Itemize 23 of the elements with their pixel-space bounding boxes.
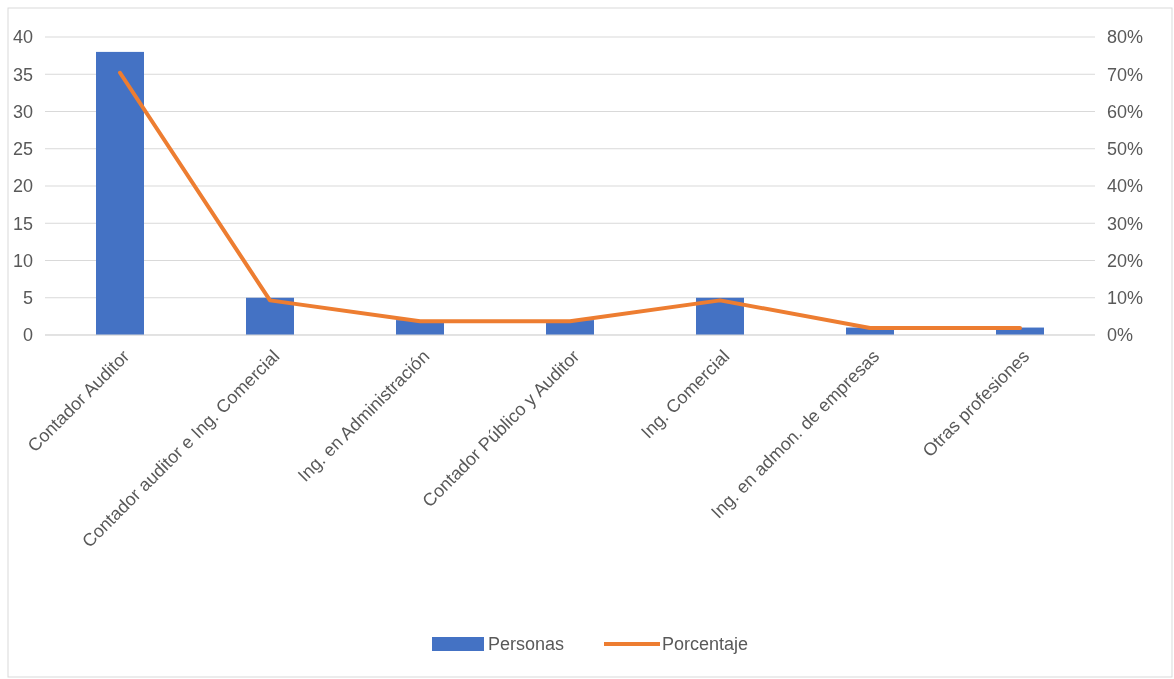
y-tick-label: 35 [12, 64, 33, 85]
y2-tick-label: 20% [1107, 250, 1144, 271]
bar [246, 297, 294, 335]
y2-tick-label: 10% [1107, 288, 1144, 309]
legend-label: Personas [488, 634, 565, 655]
y2-tick-label: 40% [1107, 176, 1144, 197]
y2-tick-label: 70% [1107, 64, 1144, 85]
y-tick-label: 30 [12, 101, 33, 122]
y-tick-label: 40 [12, 27, 33, 48]
y-tick-label: 15 [12, 213, 33, 234]
y2-tick-label: 0% [1107, 325, 1134, 346]
bar [96, 51, 144, 335]
y-tick-label: 10 [12, 250, 33, 271]
y2-tick-label: 60% [1107, 101, 1144, 122]
legend-label: Porcentaje [662, 634, 749, 655]
y2-tick-label: 30% [1107, 213, 1144, 234]
y2-tick-label: 80% [1107, 27, 1144, 48]
y2-tick-label: 50% [1107, 139, 1144, 160]
y-tick-label: 25 [12, 139, 33, 160]
y-tick-label: 5 [22, 288, 33, 309]
y-tick-label: 0 [22, 325, 33, 346]
y-tick-label: 20 [12, 176, 33, 197]
line-series [118, 70, 1022, 330]
